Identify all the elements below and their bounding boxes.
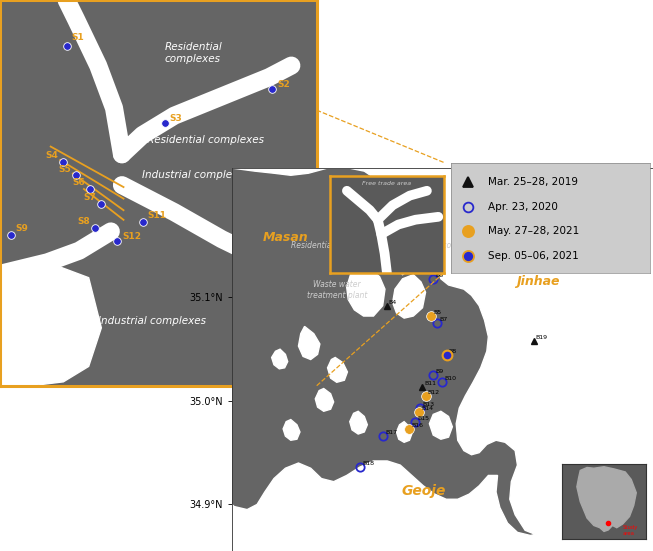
- Text: S11: S11: [148, 211, 167, 220]
- Text: B18: B18: [363, 461, 375, 466]
- Text: B17: B17: [385, 430, 397, 435]
- Polygon shape: [350, 411, 368, 434]
- Text: Residential complexes: Residential complexes: [291, 241, 377, 250]
- Polygon shape: [488, 406, 505, 429]
- Text: B16: B16: [412, 423, 424, 428]
- Polygon shape: [430, 411, 453, 439]
- Polygon shape: [370, 194, 406, 266]
- Text: S3: S3: [169, 115, 182, 123]
- Text: B1: B1: [392, 212, 400, 217]
- Polygon shape: [232, 168, 653, 279]
- Text: Apr. 23, 2020: Apr. 23, 2020: [488, 202, 558, 212]
- Polygon shape: [298, 326, 320, 359]
- Text: B7: B7: [439, 317, 447, 322]
- Text: B6: B6: [436, 273, 443, 278]
- Polygon shape: [438, 168, 653, 551]
- Text: S2: S2: [277, 80, 290, 89]
- Polygon shape: [315, 388, 334, 411]
- Text: May. 27–28, 2021: May. 27–28, 2021: [488, 226, 580, 236]
- Text: B5: B5: [433, 310, 441, 315]
- Polygon shape: [328, 358, 347, 382]
- Text: Industrial complexes: Industrial complexes: [98, 316, 206, 326]
- Polygon shape: [577, 467, 636, 531]
- Text: S1: S1: [71, 33, 84, 42]
- Text: S6: S6: [72, 178, 86, 187]
- Text: S10: S10: [299, 277, 318, 285]
- Text: Industrial complexes: Industrial complexes: [404, 241, 484, 250]
- Text: Mar. 25–28, 2019: Mar. 25–28, 2019: [488, 177, 579, 187]
- Text: B13: B13: [422, 402, 435, 407]
- Text: S9: S9: [16, 224, 29, 234]
- Text: S12: S12: [122, 232, 141, 241]
- Text: Free trade area: Free trade area: [385, 181, 445, 190]
- Text: B3: B3: [398, 252, 406, 257]
- Polygon shape: [396, 422, 412, 442]
- Polygon shape: [392, 274, 426, 318]
- Text: B12: B12: [428, 390, 440, 395]
- Text: Residential complexes: Residential complexes: [148, 135, 264, 145]
- Text: B19: B19: [536, 335, 548, 340]
- Text: S7: S7: [84, 193, 97, 202]
- Text: Study
area: Study area: [623, 526, 638, 536]
- Text: S5: S5: [59, 165, 71, 174]
- Text: S8: S8: [78, 217, 90, 226]
- Text: B14: B14: [421, 406, 433, 411]
- Text: Jinhae: Jinhae: [517, 276, 560, 288]
- Polygon shape: [232, 461, 653, 551]
- Text: Free trade area: Free trade area: [362, 181, 411, 186]
- Polygon shape: [510, 370, 526, 393]
- Text: Waste water
treatment plant: Waste water treatment plant: [306, 280, 367, 300]
- Text: B15: B15: [417, 415, 429, 420]
- Text: Geoje: Geoje: [401, 484, 445, 498]
- Text: Sep. 05–06, 2021: Sep. 05–06, 2021: [488, 251, 579, 261]
- Text: B10: B10: [444, 376, 456, 381]
- Text: Residential
complexes: Residential complexes: [165, 42, 223, 64]
- Text: B4: B4: [389, 300, 397, 305]
- Text: S4: S4: [46, 151, 59, 160]
- Text: B11: B11: [424, 381, 436, 386]
- Polygon shape: [272, 349, 288, 369]
- Text: Industrial complexes: Industrial complexes: [142, 170, 250, 180]
- Text: Houbour: Houbour: [459, 255, 492, 263]
- Text: B9: B9: [436, 369, 444, 374]
- Polygon shape: [283, 419, 300, 440]
- Polygon shape: [0, 262, 101, 386]
- Polygon shape: [347, 266, 385, 316]
- Text: Masan: Masan: [263, 231, 308, 244]
- Text: B2: B2: [396, 231, 404, 236]
- Text: B8: B8: [449, 349, 456, 354]
